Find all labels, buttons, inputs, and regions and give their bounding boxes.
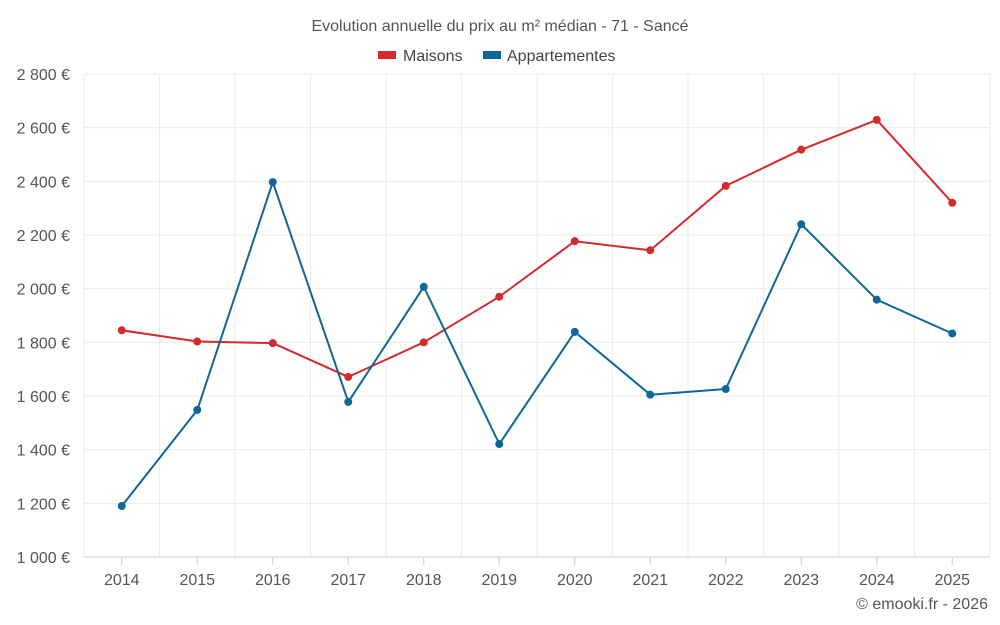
data-point[interactable]: [268, 339, 277, 348]
y-tick-label: 2 800 €: [17, 67, 70, 84]
data-point[interactable]: [948, 198, 957, 207]
data-point[interactable]: [797, 145, 806, 154]
y-tick-label: 2 200 €: [17, 228, 70, 245]
series-maisons: [117, 115, 957, 381]
y-tick-label: 2 400 €: [17, 174, 70, 191]
axes: 1 000 € 1 200 € 1 400 € 1 600 € 1 800 € 2 000…: [17, 67, 990, 589]
data-point[interactable]: [797, 220, 806, 229]
y-tick-label: 1 200 €: [17, 496, 70, 513]
data-point[interactable]: [193, 337, 202, 346]
data-point[interactable]: [117, 502, 126, 511]
legend-swatch: [483, 51, 501, 59]
data-point[interactable]: [419, 282, 428, 291]
y-tick-label: 1 800 €: [17, 335, 70, 352]
data-point[interactable]: [495, 292, 504, 301]
data-point[interactable]: [570, 237, 579, 246]
x-tick-label: 2017: [330, 572, 366, 589]
data-point[interactable]: [268, 178, 277, 187]
legend-item-maisons[interactable]: Maisons: [378, 48, 463, 65]
series-appartementes: [117, 178, 957, 511]
x-tick-label: 2022: [708, 572, 744, 589]
x-tick-label: 2016: [255, 572, 291, 589]
series-line: [121, 118, 954, 378]
x-tick-label: 2014: [104, 572, 140, 589]
data-point[interactable]: [570, 327, 579, 336]
data-point[interactable]: [344, 397, 353, 406]
y-tick-label: 1 400 €: [17, 443, 70, 460]
legend-label: Appartementes: [507, 48, 616, 65]
legend-swatch: [378, 51, 396, 59]
y-tick-label: 1 600 €: [17, 389, 70, 406]
x-tick-label: 2020: [557, 572, 593, 589]
data-point[interactable]: [646, 246, 655, 255]
data-point[interactable]: [344, 372, 353, 381]
data-point[interactable]: [419, 338, 428, 347]
data-point[interactable]: [721, 181, 730, 190]
x-tick-label: 2015: [179, 572, 215, 589]
x-tick-label: 2019: [481, 572, 517, 589]
data-point[interactable]: [495, 440, 504, 449]
x-tick-label: 2021: [632, 572, 668, 589]
data-point[interactable]: [948, 329, 957, 338]
y-tick-label: 2 000 €: [17, 282, 70, 299]
data-point[interactable]: [646, 390, 655, 399]
data-point[interactable]: [872, 295, 881, 304]
grid: [83, 73, 991, 557]
series: [117, 115, 957, 511]
chart-title: Evolution annuelle du prix au m² médian …: [311, 18, 688, 35]
data-point[interactable]: [872, 115, 881, 124]
series-line: [121, 181, 953, 507]
x-tick-label: 2023: [783, 572, 819, 589]
x-tick-label: 2025: [934, 572, 970, 589]
data-point[interactable]: [721, 385, 730, 394]
y-tick-label: 1 000 €: [17, 550, 70, 567]
x-tick-label: 2024: [859, 572, 895, 589]
legend[interactable]: Maisons Appartementes: [378, 48, 616, 65]
y-tick-label: 2 600 €: [17, 121, 70, 138]
data-point[interactable]: [193, 405, 202, 414]
credit-text: © emooki.fr - 2026: [856, 596, 988, 613]
legend-label: Maisons: [403, 48, 463, 65]
x-tick-label: 2018: [406, 572, 442, 589]
legend-item-appartementes[interactable]: Appartementes: [483, 48, 616, 65]
data-point[interactable]: [117, 326, 126, 335]
